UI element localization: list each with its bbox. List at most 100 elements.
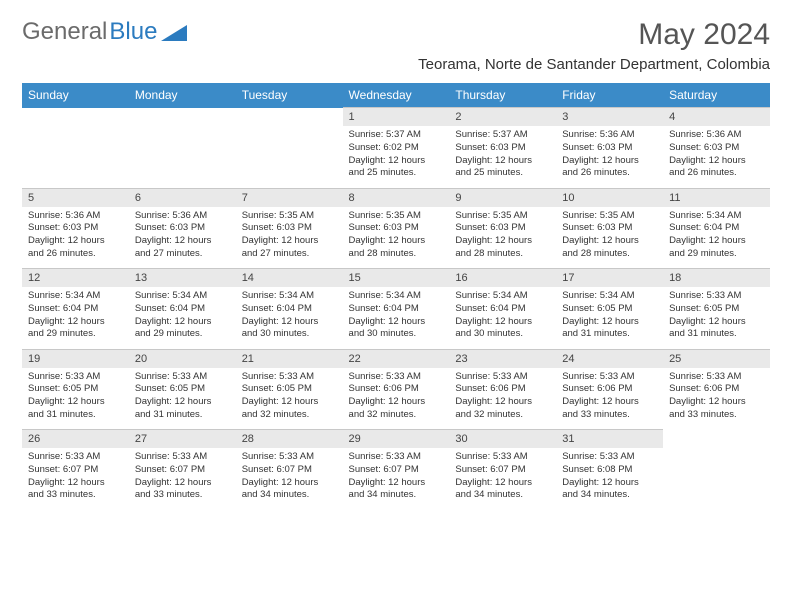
sunrise-line: Sunrise: 5:37 AM: [455, 129, 550, 142]
daylight-line: Daylight: 12 hours and 32 minutes.: [455, 396, 550, 422]
sunset-line: Sunset: 6:03 PM: [562, 142, 657, 155]
day-content-cell: Sunrise: 5:33 AMSunset: 6:05 PMDaylight:…: [22, 368, 129, 430]
daylight-line: Daylight: 12 hours and 28 minutes.: [455, 235, 550, 261]
day-number-cell: 25: [663, 349, 770, 368]
weekday-header: Tuesday: [236, 83, 343, 108]
day-content-cell: Sunrise: 5:33 AMSunset: 6:05 PMDaylight:…: [236, 368, 343, 430]
day-content-cell: Sunrise: 5:34 AMSunset: 6:04 PMDaylight:…: [449, 287, 556, 349]
day-content-cell: Sunrise: 5:34 AMSunset: 6:04 PMDaylight:…: [663, 207, 770, 269]
sunrise-line: Sunrise: 5:33 AM: [349, 451, 444, 464]
weekday-header: Sunday: [22, 83, 129, 108]
day-number-cell: 16: [449, 269, 556, 288]
day-number-cell: 4: [663, 108, 770, 127]
day-content-cell: Sunrise: 5:33 AMSunset: 6:07 PMDaylight:…: [236, 448, 343, 510]
daylight-line: Daylight: 12 hours and 34 minutes.: [562, 477, 657, 503]
day-number-cell: 20: [129, 349, 236, 368]
day-number-cell: 10: [556, 188, 663, 207]
day-number-row: 19202122232425: [22, 349, 770, 368]
sunrise-line: Sunrise: 5:33 AM: [669, 371, 764, 384]
day-content-cell: Sunrise: 5:35 AMSunset: 6:03 PMDaylight:…: [343, 207, 450, 269]
brand-triangle-icon: [161, 23, 187, 41]
daylight-line: Daylight: 12 hours and 26 minutes.: [562, 155, 657, 181]
sunrise-line: Sunrise: 5:35 AM: [242, 210, 337, 223]
sunrise-line: Sunrise: 5:35 AM: [562, 210, 657, 223]
weekday-header: Thursday: [449, 83, 556, 108]
daylight-line: Daylight: 12 hours and 27 minutes.: [135, 235, 230, 261]
sunset-line: Sunset: 6:03 PM: [28, 222, 123, 235]
sunrise-line: Sunrise: 5:34 AM: [455, 290, 550, 303]
daylight-line: Daylight: 12 hours and 31 minutes.: [669, 316, 764, 342]
day-number-cell: 13: [129, 269, 236, 288]
daylight-line: Daylight: 12 hours and 30 minutes.: [455, 316, 550, 342]
day-content-cell: Sunrise: 5:33 AMSunset: 6:07 PMDaylight:…: [449, 448, 556, 510]
sunset-line: Sunset: 6:07 PM: [28, 464, 123, 477]
day-number-cell: 9: [449, 188, 556, 207]
day-content-cell: Sunrise: 5:33 AMSunset: 6:06 PMDaylight:…: [663, 368, 770, 430]
day-content-cell: Sunrise: 5:33 AMSunset: 6:08 PMDaylight:…: [556, 448, 663, 510]
day-content-row: Sunrise: 5:33 AMSunset: 6:07 PMDaylight:…: [22, 448, 770, 510]
day-number-cell: 22: [343, 349, 450, 368]
day-number-cell: 27: [129, 430, 236, 449]
weekday-header: Monday: [129, 83, 236, 108]
weekday-header-row: SundayMondayTuesdayWednesdayThursdayFrid…: [22, 83, 770, 108]
day-content-cell: [129, 126, 236, 188]
daylight-line: Daylight: 12 hours and 28 minutes.: [349, 235, 444, 261]
day-content-cell: Sunrise: 5:33 AMSunset: 6:07 PMDaylight:…: [343, 448, 450, 510]
header: GeneralBlue May 2024 Teorama, Norte de S…: [22, 18, 770, 73]
day-content-cell: Sunrise: 5:37 AMSunset: 6:02 PMDaylight:…: [343, 126, 450, 188]
daylight-line: Daylight: 12 hours and 32 minutes.: [242, 396, 337, 422]
day-number-cell: 14: [236, 269, 343, 288]
day-number-cell: 17: [556, 269, 663, 288]
daylight-line: Daylight: 12 hours and 28 minutes.: [562, 235, 657, 261]
weekday-header: Saturday: [663, 83, 770, 108]
calendar-table: SundayMondayTuesdayWednesdayThursdayFrid…: [22, 83, 770, 510]
day-content-cell: Sunrise: 5:36 AMSunset: 6:03 PMDaylight:…: [663, 126, 770, 188]
day-number-cell: 29: [343, 430, 450, 449]
day-content-cell: Sunrise: 5:35 AMSunset: 6:03 PMDaylight:…: [236, 207, 343, 269]
sunset-line: Sunset: 6:03 PM: [562, 222, 657, 235]
daylight-line: Daylight: 12 hours and 33 minutes.: [28, 477, 123, 503]
daylight-line: Daylight: 12 hours and 30 minutes.: [242, 316, 337, 342]
location-text: Teorama, Norte de Santander Department, …: [418, 56, 770, 73]
sunrise-line: Sunrise: 5:36 AM: [28, 210, 123, 223]
sunset-line: Sunset: 6:07 PM: [349, 464, 444, 477]
daylight-line: Daylight: 12 hours and 25 minutes.: [349, 155, 444, 181]
sunrise-line: Sunrise: 5:33 AM: [455, 451, 550, 464]
day-number-row: 262728293031: [22, 430, 770, 449]
sunrise-line: Sunrise: 5:33 AM: [135, 371, 230, 384]
daylight-line: Daylight: 12 hours and 34 minutes.: [455, 477, 550, 503]
sunrise-line: Sunrise: 5:33 AM: [562, 371, 657, 384]
day-content-row: Sunrise: 5:34 AMSunset: 6:04 PMDaylight:…: [22, 287, 770, 349]
daylight-line: Daylight: 12 hours and 30 minutes.: [349, 316, 444, 342]
sunrise-line: Sunrise: 5:34 AM: [28, 290, 123, 303]
sunrise-line: Sunrise: 5:33 AM: [562, 451, 657, 464]
title-block: May 2024 Teorama, Norte de Santander Dep…: [418, 18, 770, 73]
day-content-row: Sunrise: 5:36 AMSunset: 6:03 PMDaylight:…: [22, 207, 770, 269]
daylight-line: Daylight: 12 hours and 31 minutes.: [28, 396, 123, 422]
day-number-cell: 19: [22, 349, 129, 368]
sunset-line: Sunset: 6:04 PM: [242, 303, 337, 316]
sunset-line: Sunset: 6:06 PM: [349, 383, 444, 396]
sunset-line: Sunset: 6:04 PM: [669, 222, 764, 235]
sunset-line: Sunset: 6:07 PM: [242, 464, 337, 477]
day-number-cell: 21: [236, 349, 343, 368]
day-content-cell: Sunrise: 5:35 AMSunset: 6:03 PMDaylight:…: [556, 207, 663, 269]
day-number-cell: 31: [556, 430, 663, 449]
sunset-line: Sunset: 6:03 PM: [349, 222, 444, 235]
day-number-cell: 8: [343, 188, 450, 207]
sunset-line: Sunset: 6:04 PM: [135, 303, 230, 316]
day-content-cell: [663, 448, 770, 510]
day-content-cell: Sunrise: 5:36 AMSunset: 6:03 PMDaylight:…: [129, 207, 236, 269]
sunset-line: Sunset: 6:03 PM: [455, 142, 550, 155]
day-number-cell: 24: [556, 349, 663, 368]
sunrise-line: Sunrise: 5:34 AM: [562, 290, 657, 303]
sunset-line: Sunset: 6:03 PM: [455, 222, 550, 235]
day-content-cell: Sunrise: 5:33 AMSunset: 6:07 PMDaylight:…: [22, 448, 129, 510]
daylight-line: Daylight: 12 hours and 27 minutes.: [242, 235, 337, 261]
day-content-cell: Sunrise: 5:33 AMSunset: 6:06 PMDaylight:…: [449, 368, 556, 430]
brand-part1: General: [22, 18, 107, 46]
sunset-line: Sunset: 6:06 PM: [562, 383, 657, 396]
day-number-row: 567891011: [22, 188, 770, 207]
weekday-header: Wednesday: [343, 83, 450, 108]
sunset-line: Sunset: 6:03 PM: [135, 222, 230, 235]
